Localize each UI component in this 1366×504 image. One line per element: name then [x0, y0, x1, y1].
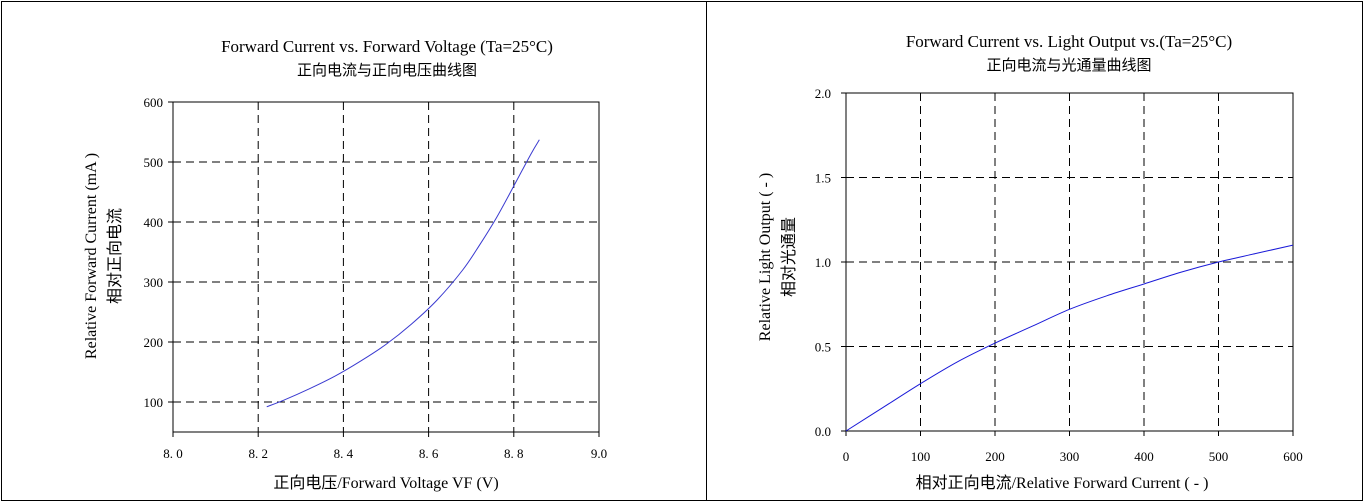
x-tick-label: 100: [911, 449, 931, 464]
x-tick-label: 8. 4: [334, 446, 354, 461]
y-tick-label: 600: [144, 95, 164, 110]
chart-panel-voltage: Forward Current vs. Forward Voltage (Ta=…: [1, 1, 706, 501]
y-axis-label-secondary: 相对光通量: [780, 217, 798, 297]
x-tick-label: 8. 0: [163, 446, 183, 461]
y-tick-label: 1.0: [815, 255, 831, 270]
y-tick-label: 500: [144, 155, 164, 170]
chart-title: Forward Current vs. Light Output vs.(Ta=…: [906, 32, 1232, 51]
chart-title: Forward Current vs. Forward Voltage (Ta=…: [221, 37, 553, 56]
series-line: [266, 139, 540, 408]
x-tick-label: 600: [1283, 449, 1303, 464]
y-tick-label: 100: [144, 395, 164, 410]
x-tick-label: 400: [1134, 449, 1154, 464]
y-tick-label: 1.5: [815, 171, 831, 186]
x-tick-label: 200: [985, 449, 1005, 464]
chart-panel-light-output: Forward Current vs. Light Output vs.(Ta=…: [707, 1, 1364, 501]
x-tick-label: 9.0: [591, 446, 607, 461]
y-tick-label: 0.0: [815, 424, 831, 439]
x-tick-label: 0: [843, 449, 850, 464]
x-tick-label: 300: [1060, 449, 1080, 464]
x-tick-label: 8. 6: [419, 446, 439, 461]
y-axis-label: Relative Forward Current (mA ): [83, 153, 100, 359]
y-axis-label: Relative Light Output ( - ): [757, 173, 774, 341]
x-axis-label: 相对正向电流/Relative Forward Current ( - ): [916, 474, 1209, 492]
plot-area: [172, 101, 600, 433]
y-tick-label: 200: [144, 335, 164, 350]
series-line: [845, 244, 1294, 432]
y-tick-label: 400: [144, 215, 164, 230]
y-tick-label: 2.0: [815, 86, 831, 101]
voltage-chart: Forward Current vs. Forward Voltage (Ta=…: [83, 37, 607, 492]
light-output-chart: Forward Current vs. Light Output vs.(Ta=…: [757, 32, 1303, 492]
panel-divider: [706, 1, 707, 501]
x-tick-label: 500: [1209, 449, 1229, 464]
x-axis-label: 正向电压/Forward Voltage VF (V): [273, 474, 498, 492]
y-tick-label: 0.5: [815, 340, 831, 355]
x-tick-label: 8. 8: [504, 446, 524, 461]
chart-subtitle: 正向电流与正向电压曲线图: [297, 62, 477, 79]
chart-subtitle: 正向电流与光通量曲线图: [986, 57, 1151, 74]
y-axis-label-secondary: 相对正向电流: [106, 208, 124, 304]
x-tick-label: 8. 2: [248, 446, 268, 461]
y-tick-label: 300: [144, 275, 164, 290]
